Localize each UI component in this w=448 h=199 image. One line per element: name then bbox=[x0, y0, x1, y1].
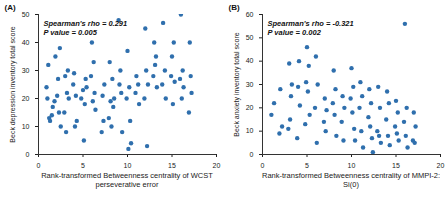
svg-text:10: 10 bbox=[124, 162, 132, 169]
svg-text:P value = 0.002: P value = 0.002 bbox=[268, 28, 322, 37]
svg-text:20: 20 bbox=[246, 104, 254, 111]
svg-text:Beck anxiety inventory total s: Beck anxiety inventory total score bbox=[233, 32, 241, 136]
svg-text:40: 40 bbox=[22, 39, 30, 46]
svg-text:Spearman's rho = -0.321: Spearman's rho = -0.321 bbox=[268, 19, 354, 28]
html-text:Rank-transformed Betweenness c: Rank-transformed Betweenness centrality … bbox=[262, 171, 440, 189]
svg-text:20: 20 bbox=[22, 95, 30, 102]
html-text:Rank-transformed Betweenness c: Rank-transformed Betweenness centrality … bbox=[41, 171, 213, 189]
svg-text:15: 15 bbox=[392, 162, 400, 169]
svg-text:Beck depression inventory tota: Beck depression inventory total score bbox=[9, 26, 17, 142]
svg-text:50: 50 bbox=[246, 34, 254, 41]
svg-text:0: 0 bbox=[250, 151, 254, 158]
svg-text:Spearman's rho = 0.291: Spearman's rho = 0.291 bbox=[44, 19, 128, 28]
svg-text:5: 5 bbox=[305, 162, 309, 169]
svg-text:0: 0 bbox=[261, 162, 265, 169]
svg-text:30: 30 bbox=[22, 67, 30, 74]
svg-text:5: 5 bbox=[81, 162, 85, 169]
svg-text:30: 30 bbox=[246, 81, 254, 88]
svg-text:50: 50 bbox=[22, 11, 30, 18]
svg-text:(A): (A) bbox=[5, 3, 16, 12]
svg-text:(B): (B) bbox=[229, 3, 240, 12]
svg-text:10: 10 bbox=[348, 162, 356, 169]
svg-text:40: 40 bbox=[246, 57, 254, 64]
svg-text:0: 0 bbox=[37, 162, 41, 169]
svg-text:20: 20 bbox=[437, 162, 445, 169]
svg-text:10: 10 bbox=[22, 123, 30, 130]
svg-text:0: 0 bbox=[26, 151, 30, 158]
svg-text:P value = 0.005: P value = 0.005 bbox=[44, 28, 98, 37]
svg-text:10: 10 bbox=[246, 127, 254, 134]
svg-text:15: 15 bbox=[168, 162, 176, 169]
svg-text:60: 60 bbox=[246, 11, 254, 18]
svg-text:20: 20 bbox=[213, 162, 221, 169]
